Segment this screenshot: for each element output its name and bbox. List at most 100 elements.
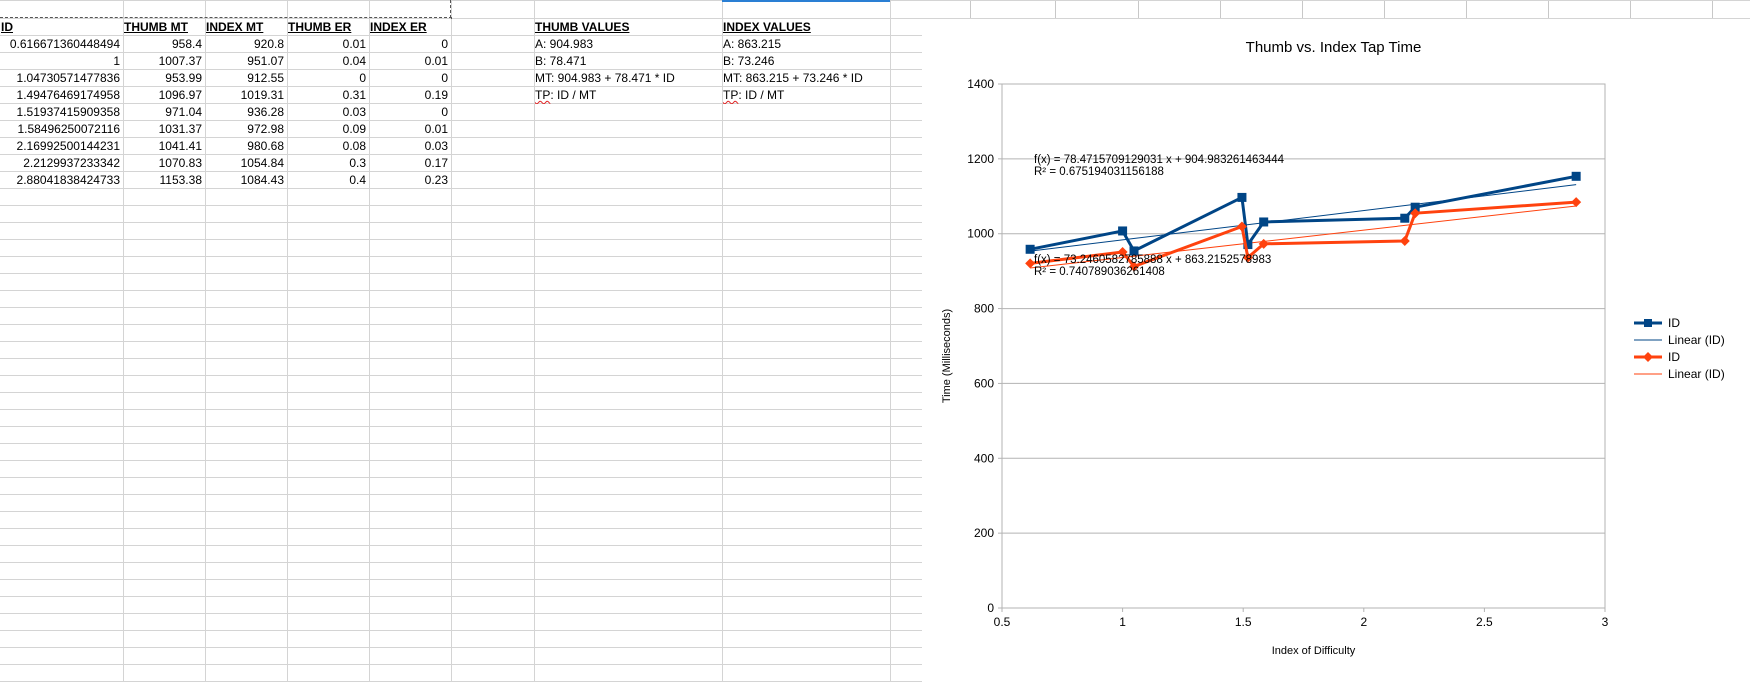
row-gridline (0, 664, 922, 665)
row-gridline (0, 528, 922, 529)
table-cell[interactable]: 2.16992500144231 (1, 138, 120, 155)
data-point-square[interactable] (1118, 226, 1127, 235)
chart-svg: 02004006008001000120014000.5 1 1.5 2 2.5 3Thu… (922, 22, 1750, 681)
column-gridline (1466, 0, 1467, 18)
row-gridline (0, 613, 922, 614)
table-cell[interactable]: 1.49476469174958 (1, 87, 120, 104)
table-cell[interactable]: 0 (370, 70, 448, 87)
trendline-r-squared: R² = 0.675194031156188 (1034, 166, 1164, 178)
y-tick-label: 1000 (967, 227, 994, 241)
table-cell[interactable]: 920.8 (206, 36, 284, 53)
index-a-value[interactable]: A: 863.215 (723, 36, 903, 53)
table-cell[interactable]: 0 (288, 70, 366, 87)
table-cell[interactable]: 980.68 (206, 138, 284, 155)
x-tick-label: 1 (1119, 615, 1126, 629)
row-gridline (0, 205, 922, 206)
table-cell[interactable]: 1019.31 (206, 87, 284, 104)
column-header-id[interactable]: ID (1, 19, 120, 36)
table-cell[interactable]: 0 (370, 36, 448, 53)
row-gridline (0, 460, 922, 461)
table-cell[interactable]: 0.01 (370, 53, 448, 70)
table-cell[interactable]: 0.19 (370, 87, 448, 104)
thumb-mt-formula[interactable]: MT: 904.983 + 78.471 * ID (535, 70, 715, 87)
table-cell[interactable]: 1007.37 (124, 53, 202, 70)
copy-selection-outline (450, 0, 451, 18)
table-cell[interactable]: 0.09 (288, 121, 366, 138)
table-cell[interactable]: 0.08 (288, 138, 366, 155)
row-gridline (0, 256, 922, 257)
column-header-thumb-mt[interactable]: THUMB MT (124, 19, 202, 36)
table-cell[interactable]: 953.99 (124, 70, 202, 87)
table-cell[interactable]: 0 (370, 104, 448, 121)
legend-marker-square (1644, 319, 1652, 327)
data-point-square[interactable] (1572, 172, 1581, 181)
column-header-index-er[interactable]: INDEX ER (370, 19, 448, 36)
table-cell[interactable]: 2.88041838424733 (1, 172, 120, 189)
y-tick-label: 1200 (967, 152, 994, 166)
data-point-square[interactable] (1400, 214, 1409, 223)
column-header-index-mt[interactable]: INDEX MT (206, 19, 284, 36)
row-gridline (0, 477, 922, 478)
table-cell[interactable]: 0.4 (288, 172, 366, 189)
table-cell[interactable]: 0.31 (288, 87, 366, 104)
table-cell[interactable]: 0.04 (288, 53, 366, 70)
thumb-a-value[interactable]: A: 904.983 (535, 36, 715, 53)
table-cell[interactable]: 0.3 (288, 155, 366, 172)
data-point-square[interactable] (1026, 245, 1035, 254)
index-b-value[interactable]: B: 73.246 (723, 53, 903, 70)
y-tick-label: 200 (974, 526, 994, 540)
column-gridline (970, 0, 971, 18)
table-cell[interactable]: 1084.43 (206, 172, 284, 189)
table-cell[interactable]: 912.55 (206, 70, 284, 87)
table-cell[interactable]: 958.4 (124, 36, 202, 53)
x-axis-label: Index of Difficulty (1272, 645, 1356, 657)
row-gridline (0, 494, 922, 495)
table-cell[interactable]: 1070.83 (124, 155, 202, 172)
legend-marker-diamond (1643, 352, 1653, 362)
index-values-title[interactable]: INDEX VALUES (723, 19, 903, 36)
chart-area[interactable]: 0 200 400 600 800 1000 1200 1400 0.5 1 1.5 2 2.5 3 Thu… (922, 22, 1750, 681)
table-cell[interactable]: 0.03 (370, 138, 448, 155)
table-cell[interactable]: 971.04 (124, 104, 202, 121)
column-header-thumb-er[interactable]: THUMB ER (288, 19, 366, 36)
table-cell[interactable]: 1.58496250072116 (1, 121, 120, 138)
table-cell[interactable]: 1096.97 (124, 87, 202, 104)
table-cell[interactable]: 1054.84 (206, 155, 284, 172)
tp-label: TP (535, 88, 550, 102)
legend-label: Linear (ID) (1668, 367, 1725, 381)
row-gridline (0, 596, 922, 597)
row-gridline (0, 562, 922, 563)
x-tick-label: 3 (1602, 615, 1609, 629)
y-tick-label: 800 (974, 302, 994, 316)
table-cell[interactable]: 2.2129937233342 (1, 155, 120, 172)
table-cell[interactable]: 972.98 (206, 121, 284, 138)
table-cell[interactable]: 1 (1, 53, 120, 70)
thumb-values-title[interactable]: THUMB VALUES (535, 19, 715, 36)
thumb-b-value[interactable]: B: 78.471 (535, 53, 715, 70)
y-tick-label: 600 (974, 376, 994, 390)
index-tp-formula[interactable]: TP: ID / MT (723, 87, 903, 104)
table-cell[interactable]: 0.01 (288, 36, 366, 53)
data-point-square[interactable] (1259, 217, 1268, 226)
table-cell[interactable]: 0.01 (370, 121, 448, 138)
row-gridline (0, 392, 922, 393)
trendline-equation: f(x) = 78.4715709129031 x + 904.98326146… (1034, 154, 1285, 166)
table-cell[interactable]: 0.616671360448494 (1, 36, 120, 53)
thumb-tp-formula[interactable]: TP: ID / MT (535, 87, 715, 104)
index-mt-formula[interactable]: MT: 863.215 + 73.246 * ID (723, 70, 903, 87)
row-gridline (0, 545, 922, 546)
row-gridline (0, 324, 922, 325)
data-point-square[interactable] (1237, 193, 1246, 202)
table-cell[interactable]: 1041.41 (124, 138, 202, 155)
table-cell[interactable]: 0.23 (370, 172, 448, 189)
table-cell[interactable]: 936.28 (206, 104, 284, 121)
table-cell[interactable]: 1.51937415909358 (1, 104, 120, 121)
row-gridline (0, 647, 922, 648)
table-cell[interactable]: 951.07 (206, 53, 284, 70)
row-gridline (0, 307, 922, 308)
table-cell[interactable]: 1153.38 (124, 172, 202, 189)
table-cell[interactable]: 0.17 (370, 155, 448, 172)
table-cell[interactable]: 1031.37 (124, 121, 202, 138)
table-cell[interactable]: 1.04730571477836 (1, 70, 120, 87)
table-cell[interactable]: 0.03 (288, 104, 366, 121)
